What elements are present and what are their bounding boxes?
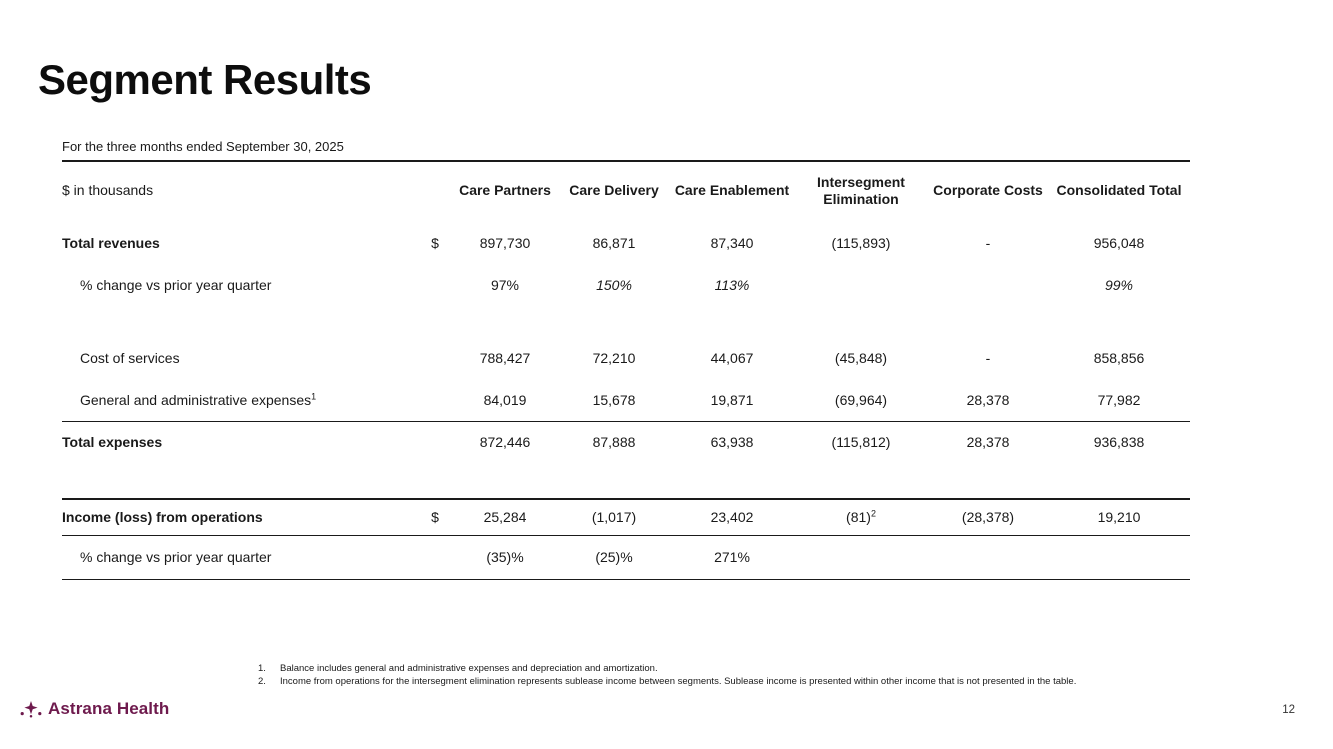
cell-value: (25)% bbox=[558, 535, 670, 580]
row-label-text: General and administrative expenses bbox=[80, 391, 312, 408]
cell-value: 99% bbox=[1104, 277, 1134, 293]
sparkle-dots-icon bbox=[20, 700, 42, 718]
column-header-intersegment-elimination: Intersegment Elimination bbox=[817, 173, 905, 207]
spacer-row bbox=[62, 303, 1190, 337]
cell-value: 956,048 bbox=[1093, 235, 1145, 251]
cell-value: - bbox=[985, 350, 991, 366]
cell-value: (115,893) bbox=[831, 235, 891, 251]
row-label: Cost of services bbox=[80, 350, 180, 366]
logo-wordmark: Astrana Health bbox=[48, 699, 170, 718]
row-label: Income (loss) from operations bbox=[62, 498, 418, 536]
dollar-sign bbox=[418, 267, 452, 303]
row-label: Total revenues bbox=[62, 235, 160, 251]
column-header-care-enablement: Care Enablement bbox=[674, 182, 790, 198]
cell-value bbox=[794, 267, 928, 303]
cell-value: 15,678 bbox=[592, 391, 636, 408]
cell-value: 87,888 bbox=[558, 420, 670, 463]
cell-value: (45,848) bbox=[834, 350, 888, 366]
cell-value: 788,427 bbox=[479, 350, 531, 366]
column-header-care-delivery: Care Delivery bbox=[569, 182, 659, 198]
footnote-text: Income from operations for the intersegm… bbox=[280, 675, 1077, 687]
footnote-number: 1. bbox=[258, 663, 266, 674]
row-label: % change vs prior year quarter bbox=[62, 535, 418, 580]
cell-value bbox=[1048, 535, 1190, 580]
table-caption: For the three months ended September 30,… bbox=[62, 139, 344, 154]
cell-value: (69,964) bbox=[834, 391, 888, 408]
cell-value: (1,017) bbox=[558, 498, 670, 536]
table-row-pct-change-income: % change vs prior year quarter (35)% (25… bbox=[62, 535, 1190, 580]
cell-value: 87,340 bbox=[710, 235, 754, 251]
table-header-row: $ in thousands Care Partners Care Delive… bbox=[62, 161, 1190, 219]
cell-value: 44,067 bbox=[710, 350, 754, 366]
cell-value: - bbox=[985, 235, 991, 251]
cell-value: 271% bbox=[670, 535, 794, 580]
table-row-general-admin-expenses: General and administrative expenses1 84,… bbox=[62, 379, 1190, 421]
footnote-ref-2: 2 bbox=[870, 508, 876, 519]
dollar-sign bbox=[418, 535, 452, 580]
footnote-1: 1. Balance includes general and administ… bbox=[258, 663, 1188, 676]
column-header-care-partners: Care Partners bbox=[459, 182, 551, 198]
cell-value: (35)% bbox=[452, 535, 558, 580]
cell-value: 77,982 bbox=[1097, 391, 1141, 408]
footnote-text: Balance includes general and administrat… bbox=[280, 663, 658, 674]
spacer-row bbox=[62, 463, 1190, 499]
page-title: Segment Results bbox=[38, 56, 372, 103]
cell-value: 63,938 bbox=[670, 420, 794, 463]
unit-label: $ in thousands bbox=[62, 182, 154, 198]
table-row-cost-of-services: Cost of services 788,427 72,210 44,067 (… bbox=[62, 337, 1190, 379]
page-number: 12 bbox=[1282, 704, 1295, 716]
cell-value: (81)2 bbox=[794, 498, 928, 536]
cell-value: 97% bbox=[490, 277, 520, 293]
dollar-sign: $ bbox=[418, 498, 452, 536]
cell-value: 858,856 bbox=[1093, 350, 1145, 366]
cell-value bbox=[794, 535, 928, 580]
cell-value: 150% bbox=[596, 277, 632, 293]
dollar-sign bbox=[418, 420, 452, 463]
dollar-sign bbox=[418, 379, 452, 421]
cell-value: 84,019 bbox=[483, 391, 527, 408]
cell-value: 28,378 bbox=[966, 391, 1010, 408]
cell-value: 23,402 bbox=[670, 498, 794, 536]
footnote-number: 2. bbox=[258, 675, 266, 687]
dollar-sign: $ bbox=[431, 235, 439, 251]
footnote-ref-1: 1 bbox=[311, 391, 317, 402]
footnote-2: 2. Income from operations for the inters… bbox=[258, 676, 1188, 689]
cell-value: 936,838 bbox=[1048, 420, 1190, 463]
dollar-column-header bbox=[418, 161, 452, 219]
cell-value: 872,446 bbox=[452, 420, 558, 463]
cell-value: 113% bbox=[714, 277, 750, 293]
cell-value: 86,871 bbox=[592, 235, 636, 251]
column-header-corporate-costs: Corporate Costs bbox=[933, 182, 1043, 198]
column-header-consolidated-total: Consolidated Total bbox=[1056, 182, 1182, 198]
table-row-total-expenses: Total expenses 872,446 87,888 63,938 (11… bbox=[62, 420, 1190, 463]
cell-value: 19,210 bbox=[1048, 498, 1190, 536]
cell-value: 19,871 bbox=[710, 391, 754, 408]
table-row-income-from-operations: Income (loss) from operations $ 25,284 (… bbox=[62, 498, 1190, 536]
cell-value: 72,210 bbox=[592, 350, 636, 366]
cell-value: (28,378) bbox=[928, 498, 1048, 536]
cell-value-text: (81) bbox=[846, 509, 871, 526]
cell-value: 897,730 bbox=[479, 235, 531, 251]
dollar-sign bbox=[418, 337, 452, 379]
row-label: % change vs prior year quarter bbox=[80, 277, 272, 293]
cell-value: 28,378 bbox=[928, 420, 1048, 463]
astrana-health-logo: Astrana Health bbox=[20, 699, 169, 719]
table-row-pct-change-revenues: % change vs prior year quarter 97% 150% … bbox=[62, 267, 1190, 303]
cell-value bbox=[928, 267, 1048, 303]
footnotes: 1. Balance includes general and administ… bbox=[258, 663, 1188, 688]
cell-value: (115,812) bbox=[794, 420, 928, 463]
row-label: Total expenses bbox=[62, 420, 418, 463]
cell-value bbox=[928, 535, 1048, 580]
cell-value: 25,284 bbox=[452, 498, 558, 536]
row-label: General and administrative expenses1 bbox=[62, 379, 418, 421]
table-row-total-revenues: Total revenues $ 897,730 86,871 87,340 (… bbox=[62, 219, 1190, 267]
segment-results-table: $ in thousands Care Partners Care Delive… bbox=[62, 160, 1190, 580]
